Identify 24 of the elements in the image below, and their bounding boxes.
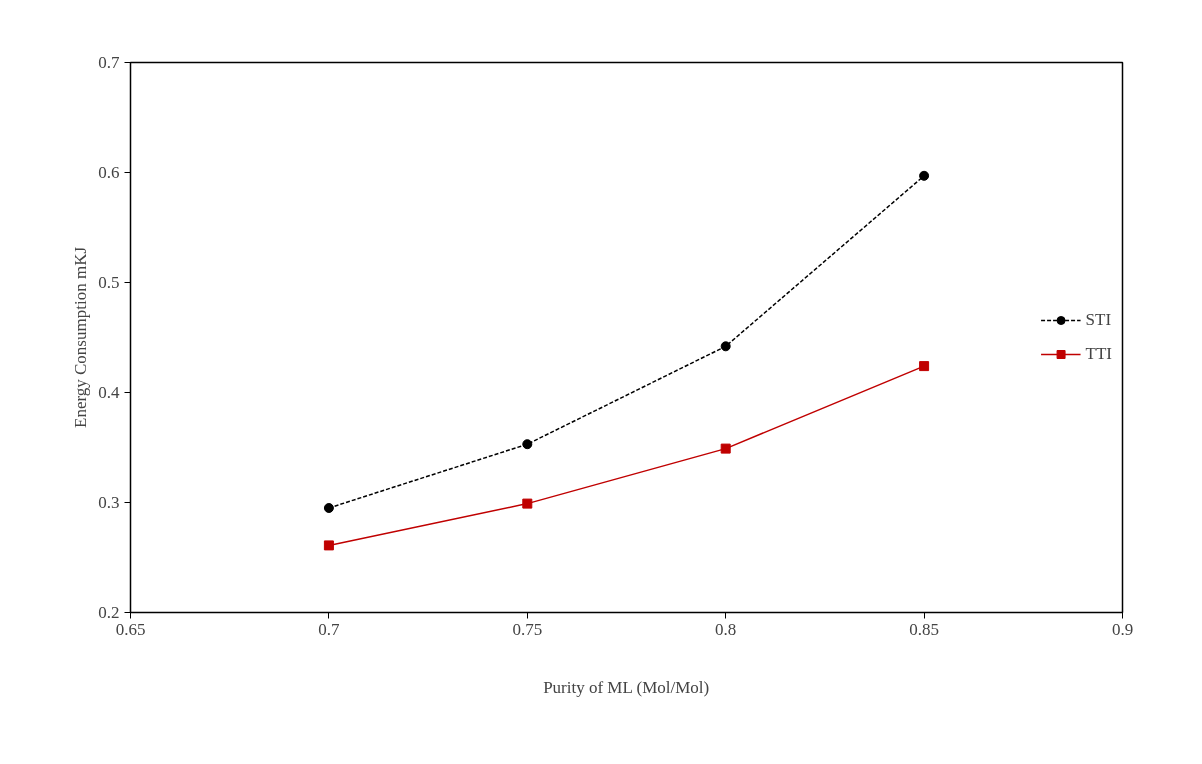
- point: [919, 170, 930, 181]
- x-tick-label: 0.85: [909, 619, 939, 639]
- point: [720, 443, 731, 454]
- point: [323, 540, 334, 551]
- point: [522, 439, 533, 450]
- point: [522, 498, 533, 509]
- point: [720, 341, 731, 352]
- legend-label: STI: [1085, 310, 1112, 330]
- x-tick-label: 0.65: [115, 619, 146, 639]
- x-tick-label: 0.75: [512, 619, 543, 639]
- legend-label: TTI: [1085, 344, 1112, 364]
- x-axis-title: Purity of ML (Mol/Mol): [543, 677, 710, 697]
- point: [919, 361, 930, 372]
- x-tick-label: 0.7: [318, 619, 341, 639]
- y-tick-label: 0.3: [98, 493, 120, 512]
- y-axis-title: Energy Consumption mKJ: [71, 246, 91, 429]
- x-tick-label: 0.8: [715, 619, 737, 639]
- x-tick-label: 0.9: [1111, 619, 1134, 639]
- y-tick-label: 0.4: [98, 383, 120, 402]
- y-tick-label: 0.7: [98, 53, 120, 72]
- point: [323, 503, 334, 513]
- y-tick-label: 0.6: [98, 163, 120, 182]
- y-tick-label: 0.2: [98, 603, 120, 622]
- y-tick-label: 0.5: [98, 273, 120, 292]
